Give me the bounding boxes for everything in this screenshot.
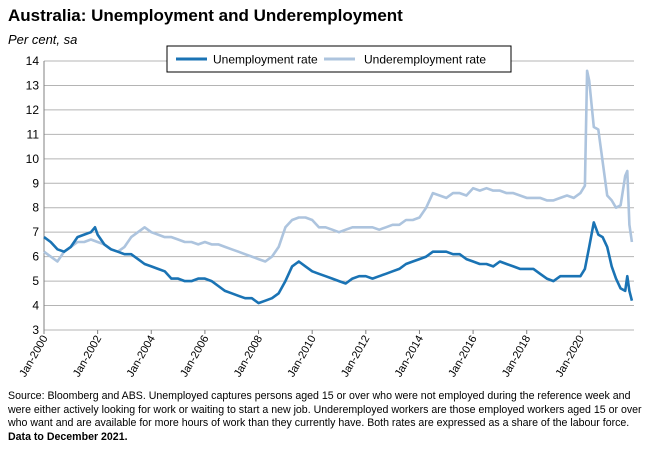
y-tick-label: 5 — [32, 274, 39, 288]
x-tick-label: Jan-2000 — [17, 334, 50, 380]
x-tick-label: Jan-2002 — [71, 334, 104, 380]
x-tick-label: Jan-2010 — [285, 334, 318, 380]
x-axis-tick-labels: Jan-2000 Jan-2002 Jan-2004 Jan-2006 Jan-2008… — [17, 330, 587, 379]
y-axis-tick-labels: 3 4 5 6 7 8 9 10 11 12 13 14 — [26, 54, 40, 337]
legend-unemployment-label: Unemployment rate — [213, 53, 318, 67]
y-tick-label: 8 — [32, 201, 39, 215]
source-note-data-date: Data to December 2021. — [8, 430, 128, 443]
y-tick-label: 13 — [26, 78, 40, 92]
y-tick-label: 10 — [26, 152, 40, 166]
x-tick-label: Jan-2018 — [500, 334, 533, 380]
gridlines — [43, 60, 634, 331]
source-note: Source: Bloomberg and ABS. Unemployed ca… — [8, 390, 644, 444]
y-tick-label: 14 — [26, 54, 40, 68]
underemployment-rate-line — [43, 69, 634, 263]
y-tick-label: 4 — [32, 299, 39, 313]
y-tick-label: 9 — [32, 176, 39, 190]
y-tick-label: 3 — [32, 323, 39, 337]
chart-title: Australia: Unemployment and Underemploym… — [8, 6, 403, 25]
y-tick-label: 7 — [32, 225, 39, 239]
x-tick-label: Jan-2008 — [232, 334, 265, 380]
x-tick-label: Jan-2006 — [178, 334, 211, 380]
y-tick-label: 11 — [27, 127, 40, 141]
source-note-text: Source: Bloomberg and ABS. Unemployed ca… — [8, 390, 642, 429]
x-tick-label: Jan-2014 — [393, 334, 426, 380]
unemployment-rate-line — [43, 221, 634, 305]
x-tick-label: Jan-2016 — [446, 334, 479, 380]
y-tick-label: 6 — [32, 250, 39, 264]
legend: Unemployment rate Underemployment rate — [166, 45, 512, 73]
x-tick-label: Jan-2012 — [339, 334, 372, 380]
y-tick-label: 12 — [26, 103, 40, 117]
x-tick-label: Jan-2020 — [554, 334, 587, 380]
x-tick-label: Jan-2004 — [125, 334, 158, 380]
chart-subtitle: Per cent, sa — [8, 32, 78, 47]
series-lines — [43, 69, 634, 305]
legend-underemployment-label: Underemployment rate — [364, 53, 486, 67]
